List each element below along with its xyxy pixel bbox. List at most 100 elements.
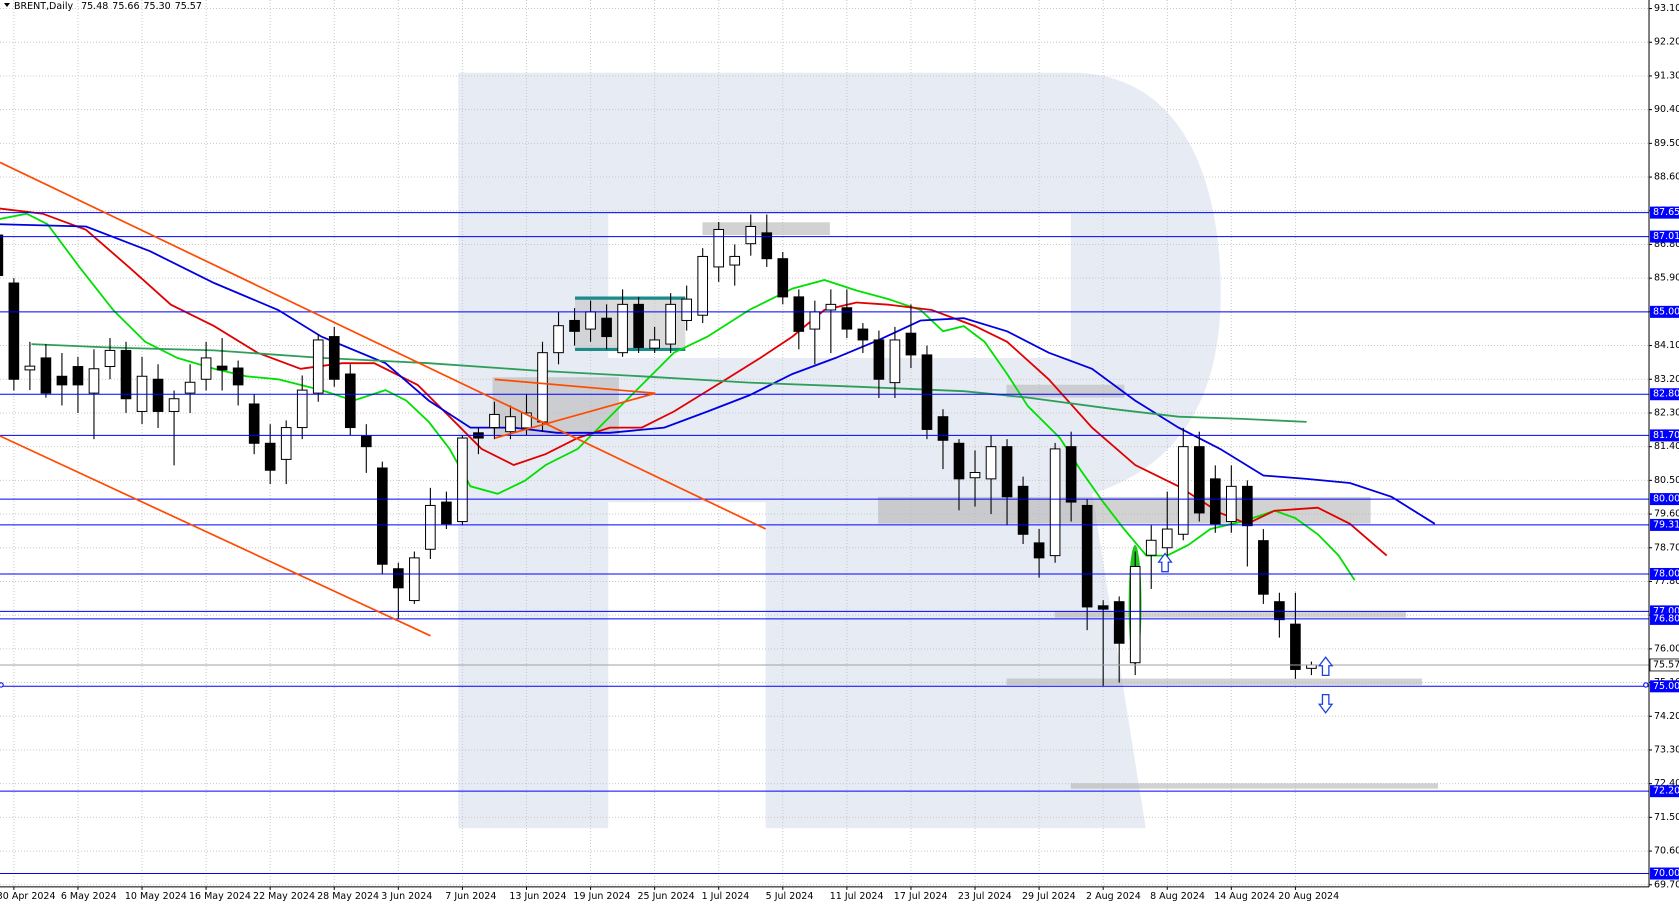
x-tick-label: 22 May 2024 xyxy=(253,891,315,902)
trend-line xyxy=(0,435,431,637)
x-tick-label: 8 Aug 2024 xyxy=(1150,891,1205,902)
y-tick-label: 76.00 xyxy=(1654,643,1679,654)
open-label: 75.48 xyxy=(81,1,108,12)
watermark xyxy=(458,72,1221,829)
level-label: 85.00 xyxy=(1653,306,1679,317)
candle-body xyxy=(1049,448,1061,557)
candle-body xyxy=(793,296,805,332)
annotations xyxy=(0,161,1649,714)
candle-body xyxy=(761,232,773,260)
x-tick-label: 1 Jul 2024 xyxy=(702,891,750,902)
level-label: 70.00 xyxy=(1653,868,1679,879)
level-label: 79.31 xyxy=(1653,519,1679,530)
level-label-box xyxy=(1650,230,1679,243)
candle-body xyxy=(1209,478,1221,525)
y-tick-label: 69.70 xyxy=(1654,879,1679,890)
level-label-box xyxy=(1650,518,1679,531)
y-tick-label: 73.30 xyxy=(1654,744,1679,755)
candle-body xyxy=(969,471,981,479)
level-label: 87.65 xyxy=(1653,207,1679,218)
candle-body xyxy=(264,442,276,471)
candle-body xyxy=(1177,446,1189,535)
candle-body xyxy=(312,339,324,394)
x-tick-label: 3 Jun 2024 xyxy=(381,891,432,902)
candle-body xyxy=(1001,446,1013,498)
close-label: 75.57 xyxy=(175,1,202,12)
candle-body xyxy=(553,325,564,354)
y-tick-label: 81.40 xyxy=(1654,441,1679,452)
candle-body xyxy=(0,234,4,277)
candle-body xyxy=(120,349,132,400)
candle-body xyxy=(88,368,100,394)
zone xyxy=(1070,783,1439,789)
y-tick-label: 77.80 xyxy=(1654,576,1679,587)
y-tick-label: 85.90 xyxy=(1654,273,1679,284)
y-tick-label: 80.50 xyxy=(1654,475,1679,486)
candle-body xyxy=(184,381,196,394)
candle-body xyxy=(953,442,965,480)
candle-body xyxy=(425,504,436,550)
candle-body xyxy=(344,373,356,429)
trend-line xyxy=(0,161,766,530)
price-label-box xyxy=(1649,658,1679,672)
candle-body xyxy=(40,357,52,394)
x-tick-label: 30 Apr 2024 xyxy=(0,891,55,902)
candle-body xyxy=(617,303,628,354)
y-tick-label: 93.10 xyxy=(1654,3,1679,14)
y-tick-label: 90.40 xyxy=(1654,104,1679,115)
level-label-box xyxy=(1650,567,1679,580)
candle-body xyxy=(1081,504,1093,608)
x-tick-label: 16 May 2024 xyxy=(189,891,251,902)
trend-line xyxy=(494,378,656,395)
y-tick-label: 92.20 xyxy=(1654,37,1679,48)
candle-body xyxy=(216,365,228,371)
candle-body xyxy=(633,303,644,348)
candle-body xyxy=(585,311,596,330)
y-tick-label: 83.20 xyxy=(1654,374,1679,385)
candle-body xyxy=(1193,446,1205,514)
level-label-box xyxy=(1650,785,1679,798)
trend-line xyxy=(494,392,656,439)
high-label: 75.66 xyxy=(112,1,139,12)
candle-body xyxy=(1113,601,1125,644)
candle-body xyxy=(168,398,180,412)
y-tick-label: 89.50 xyxy=(1654,138,1679,149)
down-arrow xyxy=(1317,693,1334,714)
ma-line xyxy=(0,223,1436,525)
symbol: BRENT,Daily xyxy=(14,1,73,12)
candle-body xyxy=(697,255,709,316)
x-tick-label: 13 Jun 2024 xyxy=(509,891,566,902)
ma-line xyxy=(31,343,1307,423)
level-label-box xyxy=(1650,305,1679,318)
candle-body xyxy=(296,389,308,429)
plot xyxy=(0,207,1649,875)
candle-body xyxy=(376,467,388,565)
x-tick-label: 6 May 2024 xyxy=(61,891,117,902)
candle-body xyxy=(1242,485,1253,527)
level-label: 77.00 xyxy=(1653,606,1679,617)
y-tick-label: 82.30 xyxy=(1654,407,1679,418)
candle-body xyxy=(857,328,869,341)
candle-body xyxy=(1290,623,1301,670)
candle-body xyxy=(889,339,901,384)
candle-body xyxy=(1065,446,1077,503)
candle-body xyxy=(1097,605,1109,610)
zone xyxy=(702,222,830,236)
zone xyxy=(1006,678,1423,685)
y-tick-label: 84.10 xyxy=(1654,340,1679,351)
ma-line xyxy=(0,207,1388,557)
x-tick-label: 2 Aug 2024 xyxy=(1086,891,1141,902)
y-tick-label: 86.80 xyxy=(1654,239,1679,250)
x-tick-label: 23 Jul 2024 xyxy=(958,891,1012,902)
candle-body xyxy=(409,557,420,602)
candle-body xyxy=(745,225,757,245)
x-tick-label: 11 Jul 2024 xyxy=(830,891,884,902)
candle-body xyxy=(72,366,84,386)
candle-body xyxy=(393,568,404,589)
chart-header: BRENT,Daily 75.48 75.66 75.30 75.57 xyxy=(14,1,202,12)
low-label: 75.30 xyxy=(144,1,171,12)
level-label: 72.20 xyxy=(1653,786,1679,797)
candle-body xyxy=(441,501,452,525)
candle-body xyxy=(248,403,260,444)
